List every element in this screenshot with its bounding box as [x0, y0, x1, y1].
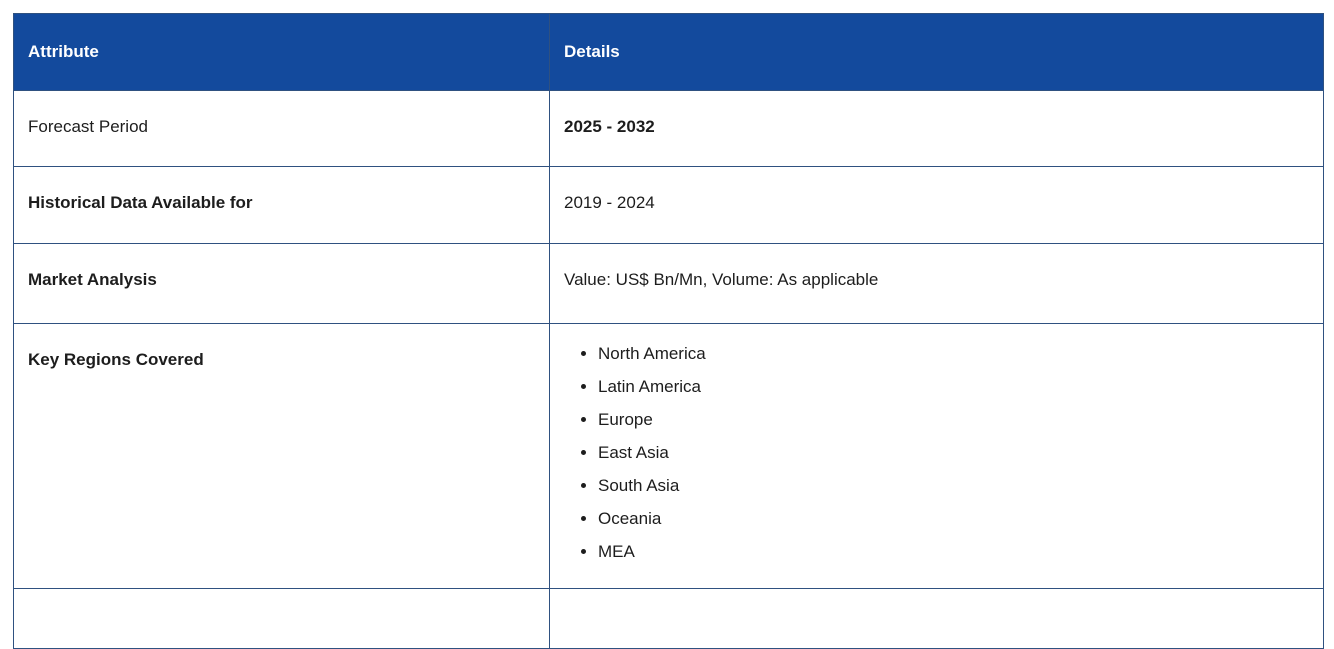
attribute-cell-key-regions: Key Regions Covered	[13, 323, 550, 589]
report-scope-table: Attribute Details Forecast Period 2025 -…	[13, 13, 1324, 649]
list-item-region: Oceania	[598, 507, 1309, 531]
list-item-region: MEA	[598, 540, 1309, 564]
column-header-attribute: Attribute	[13, 13, 550, 91]
detail-cell-historical-data: 2019 - 2024	[549, 166, 1324, 244]
table-row-market-analysis: Market Analysis Value: US$ Bn/Mn, Volume…	[13, 243, 1324, 324]
column-header-details: Details	[549, 13, 1324, 91]
list-item-region: Europe	[598, 408, 1309, 432]
attribute-cell-market-analysis: Market Analysis	[13, 243, 550, 324]
table-row-key-regions: Key Regions Covered North America Latin …	[13, 323, 1324, 589]
detail-cell-key-regions: North America Latin America Europe East …	[549, 323, 1324, 589]
table-row-partial	[13, 588, 1324, 649]
detail-cell-partial	[549, 588, 1324, 649]
table-header-row: Attribute Details	[13, 13, 1324, 91]
attribute-cell-forecast-period: Forecast Period	[13, 90, 550, 167]
list-item-region: Latin America	[598, 375, 1309, 399]
list-item-region: East Asia	[598, 441, 1309, 465]
table-row-forecast-period: Forecast Period 2025 - 2032	[13, 90, 1324, 167]
table-row-historical-data: Historical Data Available for 2019 - 202…	[13, 166, 1324, 244]
detail-cell-forecast-period: 2025 - 2032	[549, 90, 1324, 167]
detail-cell-market-analysis: Value: US$ Bn/Mn, Volume: As applicable	[549, 243, 1324, 324]
key-regions-list: North America Latin America Europe East …	[564, 342, 1309, 564]
list-item-region: North America	[598, 342, 1309, 366]
attribute-cell-partial	[13, 588, 550, 649]
attribute-cell-historical-data: Historical Data Available for	[13, 166, 550, 244]
list-item-region: South Asia	[598, 474, 1309, 498]
